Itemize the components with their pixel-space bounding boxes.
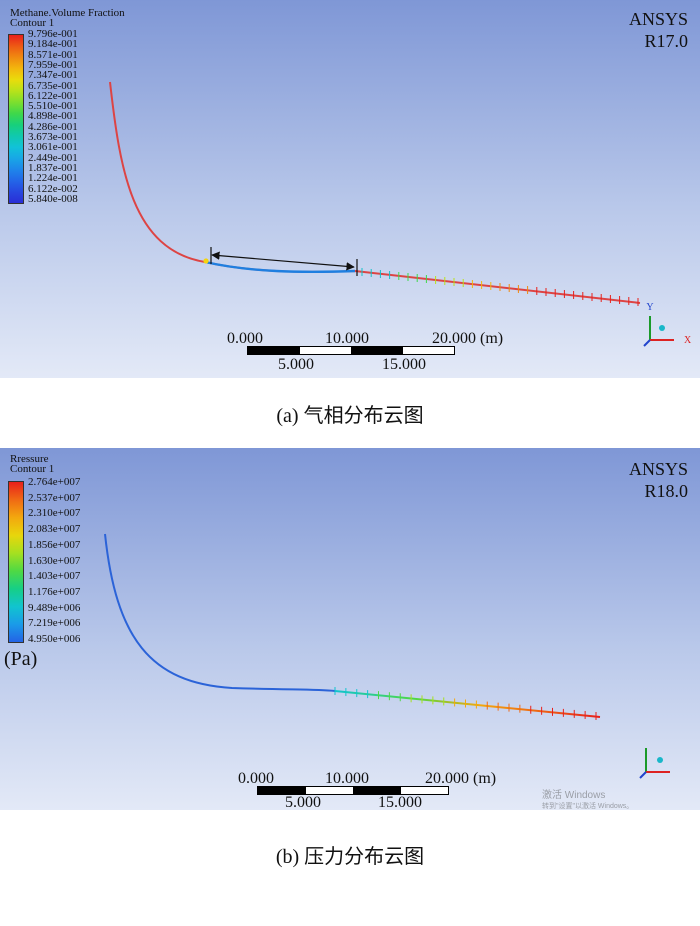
pipe-segment-ticks [361, 268, 639, 306]
scale-label-10: 10.000 [325, 330, 369, 347]
legend-title: Rressure Contour 1 [10, 453, 55, 475]
legend-value: 2.764e+007 [28, 476, 81, 488]
legend-value: 5.840e-008 [28, 192, 78, 205]
legend-value: 2.449e-001 [28, 151, 78, 164]
scale-bar [257, 786, 449, 795]
pipeline-contour-b [104, 533, 670, 779]
scale-label-0: 0.000 [227, 330, 263, 347]
legend-value: 7.219e+006 [28, 617, 81, 630]
legend-value: 3.673e-001 [28, 131, 78, 143]
viewport-pressure: Rressure Contour 1 2.764e+007 2.537e+007 2… [0, 448, 700, 810]
color-legend-bar [8, 481, 24, 643]
scale-label-5: 5.000 [278, 356, 314, 373]
legend-value: 4.286e-001 [28, 120, 78, 133]
pipe-segment-ticks [334, 687, 597, 720]
legend-value: 8.571e-001 [28, 48, 78, 61]
legend-value: 1.403e+007 [28, 570, 81, 583]
legend-value: 6.122e-001 [28, 89, 78, 102]
activate-windows-watermark: 激活 Windows 转到"设置"以激活 Windows。 [542, 790, 634, 810]
color-legend-bar [8, 34, 24, 204]
interface-marker [203, 258, 209, 264]
ansys-brand: ANSYS R18.0 [628, 459, 688, 501]
pipe-bubble-region [204, 260, 356, 274]
legend-value: 1.837e-001 [28, 161, 78, 174]
scale-label-15: 15.000 [382, 356, 426, 373]
legend-value: 1.630e+007 [28, 554, 81, 567]
dimension-arrow [211, 251, 355, 271]
legend-value: 3.061e-001 [28, 141, 78, 154]
legend-value: 2.083e+007 [28, 523, 81, 536]
legend-value: 7.959e-001 [28, 58, 78, 71]
axis-triad [639, 748, 670, 779]
scale-label-20: 20.000 (m) [425, 770, 497, 787]
caption-a: (a) 气相分布云图 [276, 405, 424, 427]
legend-value: 9.184e-001 [28, 38, 78, 51]
pressure-unit: (Pa) [4, 648, 38, 670]
legend-value: 9.489e+006 [28, 601, 81, 614]
pipe-curve [104, 533, 336, 692]
legend-value: 2.310e+007 [28, 507, 81, 520]
legend-value: 6.735e-001 [28, 79, 78, 92]
legend-value: 4.950e+006 [28, 633, 81, 645]
scale-label-5: 5.000 [285, 794, 321, 810]
legend-value: 5.510e-001 [28, 100, 78, 113]
legend-value: 9.796e-001 [28, 28, 78, 40]
scale-label-20: 20.000 (m) [432, 330, 504, 347]
legend-value: 1.856e+007 [28, 538, 81, 551]
svg-text:X: X [684, 335, 692, 346]
scale-label-15: 15.000 [378, 794, 422, 810]
legend-value: 2.537e+007 [28, 491, 81, 504]
pipe-pressure-gradient [334, 690, 601, 718]
legend-title: Methane.Volume Fraction Contour 1 [10, 7, 125, 29]
viewport-methane-fraction: Methane.Volume Fraction Contour 1 9.796e… [0, 0, 700, 378]
pipe-curve [109, 81, 641, 304]
pipeline-contour-a: Y X [109, 81, 692, 347]
legend-value: 6.122e-002 [28, 182, 78, 195]
scale-bar [247, 346, 455, 355]
scale-label-10: 10.000 [325, 770, 369, 787]
legend-value: 4.898e-001 [28, 110, 78, 123]
caption-b: (b) 压力分布云图 [275, 846, 425, 868]
legend-value: 7.347e-001 [28, 69, 78, 82]
legend-value: 1.176e+007 [28, 585, 81, 598]
ansys-brand: ANSYS R17.0 [628, 9, 688, 51]
legend-value: 1.224e-001 [28, 172, 78, 185]
svg-text:Y: Y [646, 302, 653, 313]
axis-triad: Y X [643, 302, 692, 347]
scale-label-0: 0.000 [238, 770, 274, 787]
